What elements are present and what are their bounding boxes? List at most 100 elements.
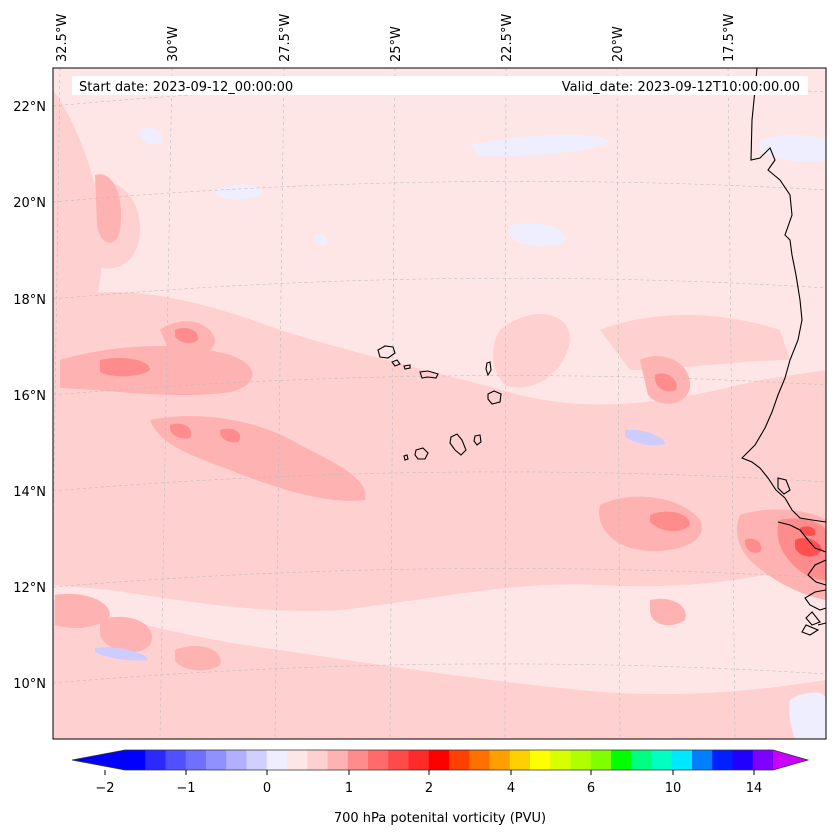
gridline-lat bbox=[53, 83, 826, 107]
pv-contour-light bbox=[600, 315, 790, 370]
pv-contour-dark bbox=[175, 328, 199, 343]
colorbar-cell bbox=[145, 750, 166, 770]
pv-contour-negative bbox=[625, 429, 665, 446]
pv-contour-medium bbox=[599, 496, 702, 551]
colorbar-cell bbox=[266, 750, 288, 770]
gridlines bbox=[53, 68, 826, 739]
valid-date-label: Valid_date: 2023-09-12T10:00:00.00 bbox=[562, 80, 800, 95]
start-date-label: Start date: 2023-09-12_00:00:00 bbox=[79, 80, 293, 95]
gridline-lon bbox=[274, 68, 285, 739]
coastline-africa bbox=[741, 67, 827, 523]
pv-contour-dark bbox=[220, 428, 241, 443]
latitude-labels: 22°N 20°N 18°N 16°N 14°N 12°N 10°N bbox=[13, 100, 46, 692]
lat-label: 16°N bbox=[13, 389, 46, 404]
colorbar-cell bbox=[287, 750, 308, 770]
colorbar-cells bbox=[125, 750, 774, 770]
pv-contour-negative bbox=[215, 184, 263, 200]
lon-label: 30°W bbox=[166, 26, 181, 62]
gridline-lat bbox=[53, 568, 826, 588]
island-santiago bbox=[449, 433, 467, 456]
lon-label: 22.5°W bbox=[500, 14, 515, 62]
colorbar-cell bbox=[125, 750, 146, 770]
pv-contour-medium bbox=[175, 645, 221, 671]
island-santo-antao bbox=[377, 345, 396, 359]
colorbar-tick-label: −2 bbox=[95, 781, 114, 796]
colorbar-outline bbox=[71, 749, 810, 771]
pv-contour-red bbox=[795, 538, 822, 557]
colorbar-label: 700 hPa potenital vorticity (PVU) bbox=[334, 811, 546, 826]
colorbar-tick-label: 1 bbox=[345, 781, 353, 796]
colorbar-cell bbox=[509, 750, 531, 770]
pv-contour-negative bbox=[314, 233, 328, 246]
colorbar-cell bbox=[651, 750, 673, 770]
pv-contour-negative bbox=[95, 647, 148, 661]
colorbar-cell bbox=[347, 750, 369, 770]
colorbar-tick-label: −1 bbox=[176, 781, 195, 796]
coastlines bbox=[377, 67, 827, 636]
pv-contour-negative bbox=[140, 128, 163, 145]
gridline-lat bbox=[53, 181, 826, 203]
gridline-lon bbox=[504, 68, 507, 739]
colorbar-cell bbox=[692, 750, 713, 770]
pv-contour-negative bbox=[789, 692, 826, 739]
lat-label: 18°N bbox=[13, 293, 46, 308]
lat-label: 14°N bbox=[13, 485, 46, 500]
lon-label: 17.5°W bbox=[722, 14, 737, 62]
colorbar-extend-min bbox=[72, 750, 125, 770]
pv-contour-negative bbox=[510, 223, 566, 247]
colorbar-extend-max bbox=[773, 750, 808, 770]
colorbar-cell bbox=[246, 750, 268, 770]
island-boa-vista bbox=[487, 390, 502, 405]
colorbar-tick-label: 0 bbox=[263, 781, 271, 796]
pv-contour-light bbox=[493, 313, 570, 388]
lat-label: 12°N bbox=[13, 581, 46, 596]
colorbar-tick-label: 2 bbox=[425, 781, 433, 796]
lat-label: 22°N bbox=[13, 100, 46, 115]
colorbar-cell bbox=[428, 750, 450, 770]
pv-contour-red bbox=[800, 526, 816, 537]
colorbar-cell bbox=[631, 750, 652, 770]
pv-contour-negative bbox=[760, 135, 826, 162]
colorbar-cell bbox=[165, 750, 187, 770]
gridline-lat bbox=[53, 375, 826, 396]
colorbar-cell bbox=[206, 750, 227, 770]
colorbar-cell bbox=[226, 750, 247, 770]
gridline-lon bbox=[389, 68, 396, 739]
gridline-lon bbox=[727, 68, 736, 739]
map-frame bbox=[52, 67, 827, 740]
lat-label: 20°N bbox=[13, 196, 46, 211]
pv-contour-medium bbox=[100, 616, 152, 653]
island-santa-luzia bbox=[403, 364, 411, 370]
colorbar-ticks: −2 −1 0 1 2 4 6 10 14 bbox=[95, 770, 762, 796]
pv-contour-dark bbox=[100, 358, 150, 377]
colorbar-cell bbox=[530, 750, 551, 770]
colorbar-cell bbox=[611, 750, 632, 770]
pv-field bbox=[53, 90, 826, 739]
island-sao-vicente bbox=[391, 359, 401, 367]
island-sal bbox=[485, 361, 492, 377]
gridline-lat bbox=[53, 663, 826, 684]
colorbar-cell bbox=[388, 750, 409, 770]
lon-label: 25°W bbox=[389, 26, 404, 62]
gridline-lat bbox=[53, 277, 826, 300]
island-brava bbox=[403, 454, 409, 461]
pv-contour-dark bbox=[650, 511, 690, 532]
pv-contour-medium bbox=[650, 598, 686, 626]
colorbar-cell bbox=[408, 750, 430, 770]
colorbar-cell bbox=[449, 750, 470, 770]
coastline-mauritania-inlet bbox=[777, 477, 791, 495]
colorbar-cell bbox=[590, 750, 612, 770]
colorbar-cell bbox=[671, 750, 693, 770]
colorbar-cell bbox=[570, 750, 592, 770]
colorbar-cell bbox=[469, 750, 490, 770]
pv-contour-dark bbox=[745, 538, 762, 553]
longitude-labels: 32.5°W 30°W 27.5°W 25°W 22.5°W 20°W 17.5… bbox=[55, 14, 737, 62]
island-fogo bbox=[414, 447, 429, 460]
lat-label: 10°N bbox=[13, 677, 46, 692]
colorbar-cell bbox=[712, 750, 733, 770]
colorbar-tick-label: 14 bbox=[746, 781, 763, 796]
colorbar-tick-label: 10 bbox=[665, 781, 682, 796]
lon-label: 27.5°W bbox=[278, 14, 293, 62]
colorbar-cell bbox=[732, 750, 754, 770]
